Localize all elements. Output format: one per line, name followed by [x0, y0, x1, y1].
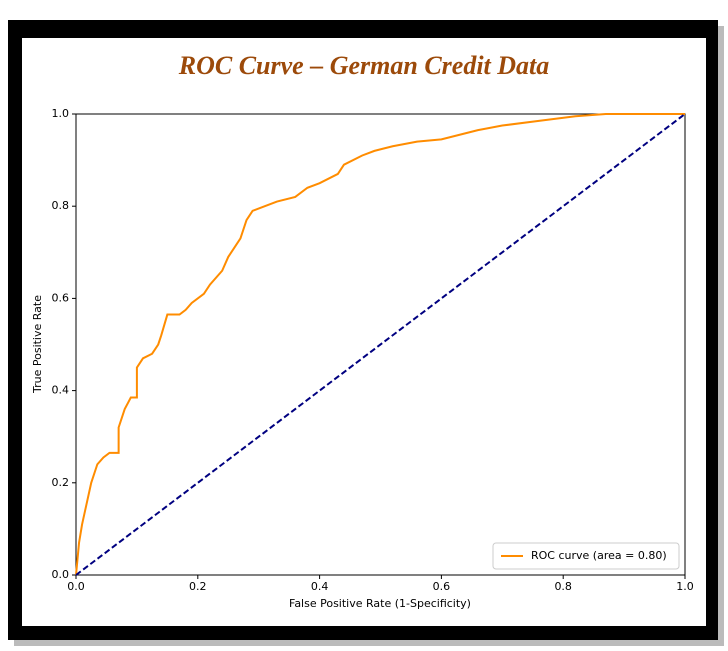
y-tick-label: 0.8 [52, 199, 70, 212]
y-tick-label: 0.2 [52, 476, 70, 489]
y-axis-label: True Positive Rate [31, 295, 44, 394]
y-tick-label: 1.0 [52, 107, 70, 120]
x-tick-label: 0.6 [433, 580, 451, 593]
x-tick-label: 0.0 [67, 580, 85, 593]
y-tick-label: 0.4 [52, 384, 70, 397]
x-tick-label: 1.0 [676, 580, 694, 593]
x-tick-label: 0.2 [189, 580, 207, 593]
x-tick-label: 0.8 [554, 580, 572, 593]
panel [22, 38, 706, 626]
plot-area [75, 113, 686, 576]
legend-box [492, 542, 680, 570]
legend-label: ROC curve (area = 0.80) [531, 549, 667, 562]
chart-title: ROC Curve – German Credit Data [178, 51, 550, 80]
series-line [75, 113, 686, 576]
x-tick-label: 0.4 [311, 580, 329, 593]
y-tick-label: 0.0 [52, 568, 70, 581]
series-line [75, 113, 685, 576]
y-tick-label: 0.6 [52, 291, 70, 304]
x-axis-label: False Positive Rate (1-Specificity) [289, 597, 471, 610]
